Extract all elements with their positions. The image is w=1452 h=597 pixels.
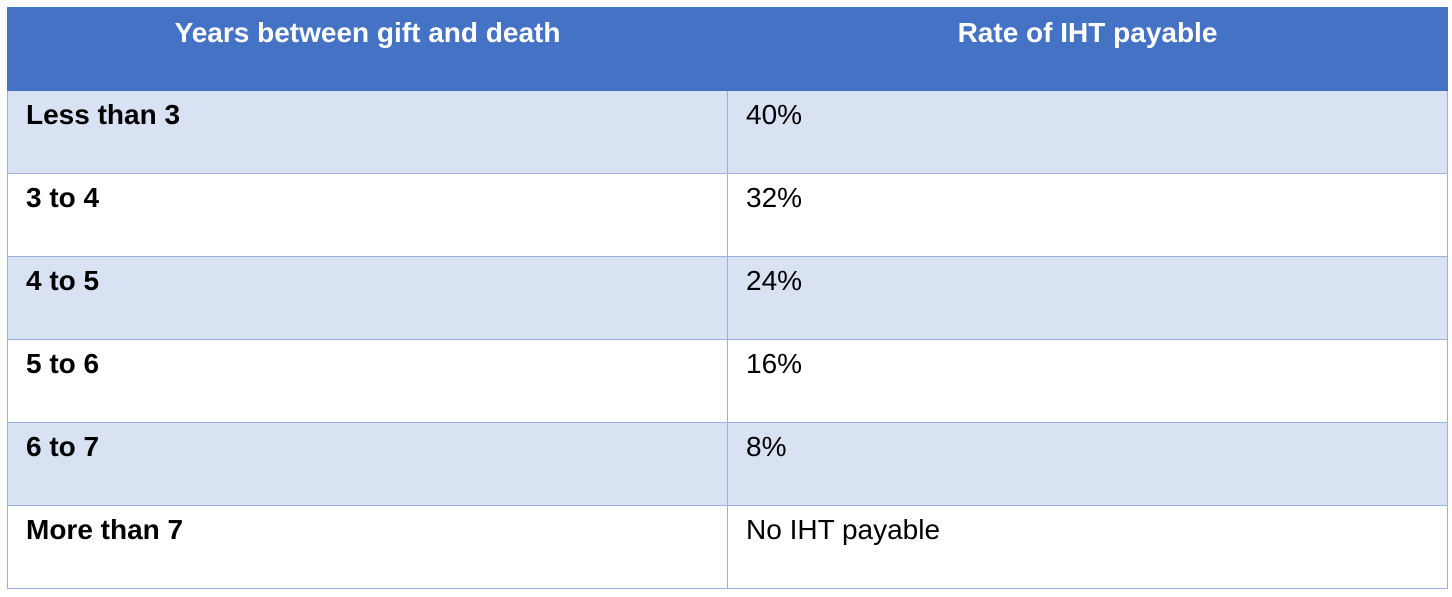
rate-cell: 24% bbox=[727, 256, 1448, 340]
rate-cell: 40% bbox=[727, 90, 1448, 174]
rate-cell: No IHT payable bbox=[727, 505, 1448, 589]
header-rate: Rate of IHT payable bbox=[727, 7, 1448, 91]
table-row: 5 to 6 16% bbox=[7, 339, 1448, 423]
table-header: Years between gift and death Rate of IHT… bbox=[7, 7, 1448, 91]
years-cell: 6 to 7 bbox=[7, 422, 728, 506]
table-row: 6 to 7 8% bbox=[7, 422, 1448, 506]
rate-cell: 8% bbox=[727, 422, 1448, 506]
iht-rate-table: Years between gift and death Rate of IHT… bbox=[7, 7, 1448, 589]
table-body: Less than 3 40% 3 to 4 32% 4 to 5 24% 5 … bbox=[7, 90, 1448, 589]
years-cell: Less than 3 bbox=[7, 90, 728, 174]
rate-cell: 16% bbox=[727, 339, 1448, 423]
rate-cell: 32% bbox=[727, 173, 1448, 257]
years-cell: 4 to 5 bbox=[7, 256, 728, 340]
table-row: 4 to 5 24% bbox=[7, 256, 1448, 340]
header-years: Years between gift and death bbox=[7, 7, 728, 91]
table-row: More than 7 No IHT payable bbox=[7, 505, 1448, 589]
table-row: Less than 3 40% bbox=[7, 90, 1448, 174]
table-row: 3 to 4 32% bbox=[7, 173, 1448, 257]
years-cell: More than 7 bbox=[7, 505, 728, 589]
header-row: Years between gift and death Rate of IHT… bbox=[7, 7, 1448, 91]
years-cell: 5 to 6 bbox=[7, 339, 728, 423]
iht-rate-table-container: Years between gift and death Rate of IHT… bbox=[7, 7, 1448, 589]
years-cell: 3 to 4 bbox=[7, 173, 728, 257]
